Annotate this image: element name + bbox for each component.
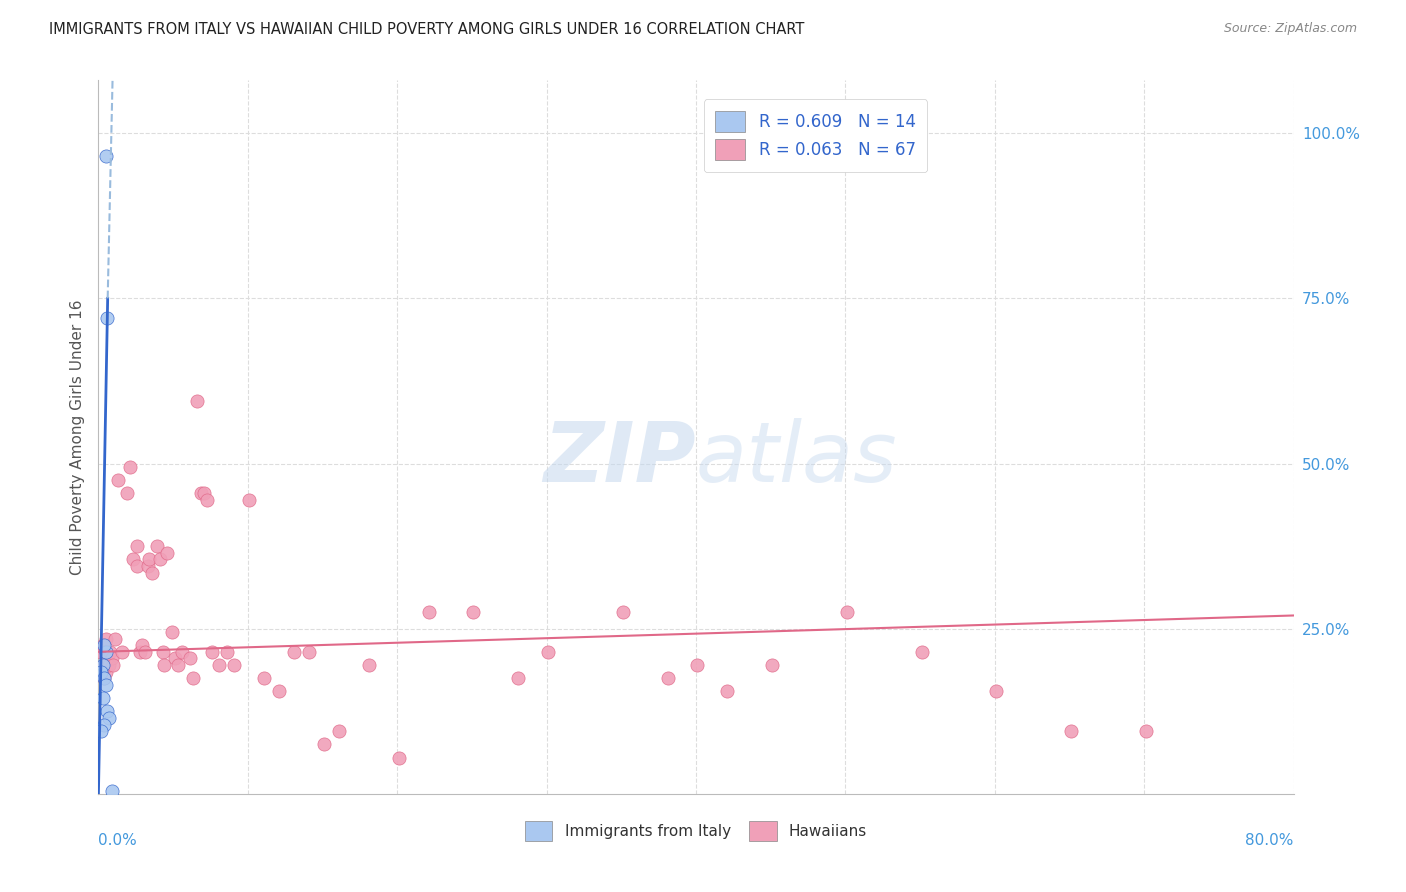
Legend: Immigrants from Italy, Hawaiians: Immigrants from Italy, Hawaiians xyxy=(519,815,873,847)
Point xyxy=(835,605,858,619)
Point xyxy=(129,645,152,659)
Point xyxy=(197,492,219,507)
Point xyxy=(94,645,117,659)
Point xyxy=(134,645,156,659)
Point xyxy=(152,645,174,659)
Point xyxy=(90,645,112,659)
Point xyxy=(761,658,783,673)
Point xyxy=(96,704,118,718)
Text: 0.0%: 0.0% xyxy=(98,833,138,848)
Point xyxy=(163,651,186,665)
Point xyxy=(91,658,114,673)
Point xyxy=(97,658,120,673)
Point xyxy=(96,311,118,326)
Point xyxy=(215,645,238,659)
Text: ZIP: ZIP xyxy=(543,418,696,499)
Text: atlas: atlas xyxy=(696,418,897,499)
Text: Source: ZipAtlas.com: Source: ZipAtlas.com xyxy=(1223,22,1357,36)
Point xyxy=(166,658,188,673)
Point xyxy=(253,671,276,685)
Point xyxy=(149,552,172,566)
Point xyxy=(91,638,114,652)
Point xyxy=(107,473,129,487)
Point xyxy=(93,638,115,652)
Point xyxy=(238,492,260,507)
Point xyxy=(537,645,560,659)
Point xyxy=(1135,724,1157,739)
Point xyxy=(208,658,231,673)
Point xyxy=(716,684,738,698)
Point xyxy=(98,645,122,659)
Point xyxy=(101,651,124,665)
Point xyxy=(97,711,120,725)
Point xyxy=(118,459,141,474)
Point xyxy=(463,605,485,619)
Y-axis label: Child Poverty Among Girls Under 16: Child Poverty Among Girls Under 16 xyxy=(69,300,84,574)
Point xyxy=(90,724,112,739)
Text: 80.0%: 80.0% xyxy=(1246,833,1294,848)
Point xyxy=(138,552,160,566)
Point xyxy=(224,658,246,673)
Point xyxy=(388,750,411,764)
Text: IMMIGRANTS FROM ITALY VS HAWAIIAN CHILD POVERTY AMONG GIRLS UNDER 16 CORRELATION: IMMIGRANTS FROM ITALY VS HAWAIIAN CHILD … xyxy=(49,22,804,37)
Point xyxy=(94,632,117,646)
Point xyxy=(283,645,305,659)
Point xyxy=(986,684,1008,698)
Point xyxy=(156,546,179,560)
Point xyxy=(93,671,115,685)
Point xyxy=(127,558,149,573)
Point xyxy=(93,717,115,731)
Point xyxy=(90,665,112,679)
Point xyxy=(93,671,115,685)
Point xyxy=(136,558,159,573)
Point xyxy=(131,638,153,652)
Point xyxy=(910,645,932,659)
Point xyxy=(94,678,117,692)
Point xyxy=(181,671,204,685)
Point xyxy=(193,486,215,500)
Point xyxy=(269,684,291,698)
Point xyxy=(127,539,149,553)
Point xyxy=(328,724,350,739)
Point xyxy=(94,665,117,679)
Point xyxy=(172,645,194,659)
Point xyxy=(1060,724,1083,739)
Point xyxy=(160,625,183,640)
Point xyxy=(357,658,380,673)
Point xyxy=(179,651,201,665)
Point xyxy=(96,651,118,665)
Point xyxy=(201,645,224,659)
Point xyxy=(111,645,134,659)
Point xyxy=(186,393,208,408)
Point xyxy=(91,691,114,706)
Point xyxy=(93,658,115,673)
Point xyxy=(104,632,127,646)
Point xyxy=(94,149,117,163)
Point xyxy=(508,671,530,685)
Point xyxy=(190,486,212,500)
Point xyxy=(686,658,709,673)
Point xyxy=(141,566,163,580)
Point xyxy=(145,539,167,553)
Point xyxy=(101,783,124,797)
Point xyxy=(418,605,440,619)
Point xyxy=(103,658,125,673)
Point xyxy=(657,671,679,685)
Point xyxy=(121,552,143,566)
Point xyxy=(115,486,138,500)
Point xyxy=(312,737,335,751)
Point xyxy=(153,658,176,673)
Point xyxy=(612,605,634,619)
Point xyxy=(298,645,321,659)
